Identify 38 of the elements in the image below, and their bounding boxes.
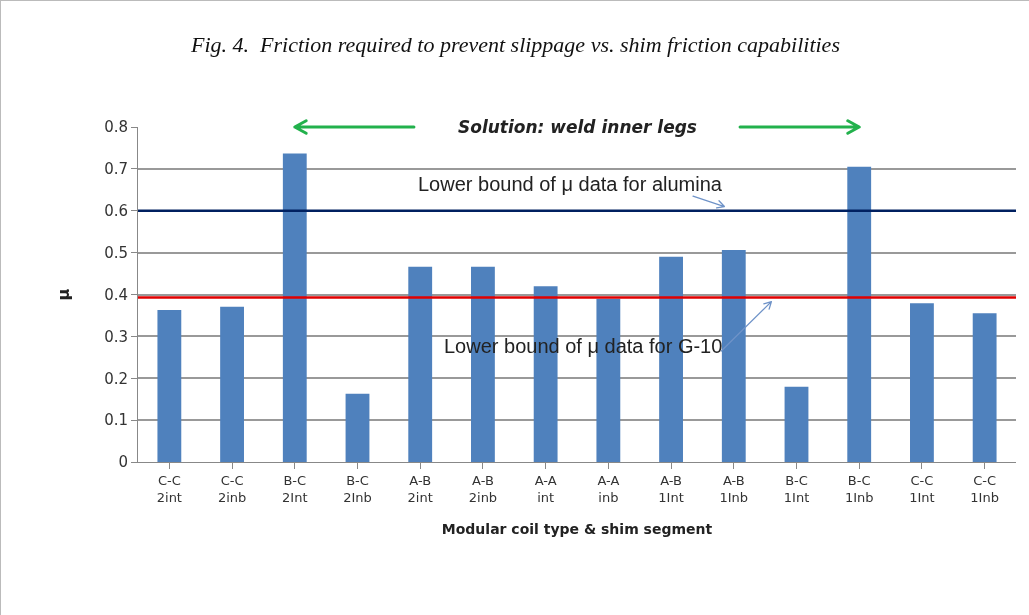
y-tick-label: 0.3 bbox=[104, 327, 128, 346]
bar bbox=[847, 166, 872, 462]
x-tick-label: C-C 1Inb bbox=[970, 472, 999, 505]
x-tick-label: A-B 1Inb bbox=[719, 472, 749, 505]
y-tick-label: 0.2 bbox=[104, 369, 128, 388]
chart-title: Fig. 4. Friction required to prevent slippage vs. shim friction capabilities bbox=[190, 31, 840, 57]
y-tick-label: 0.1 bbox=[104, 411, 128, 430]
y-axis-title: μ bbox=[54, 288, 74, 301]
x-tick-label: C-C 1Int bbox=[909, 472, 935, 505]
bar bbox=[282, 153, 307, 462]
x-tick-label: A-B 2int bbox=[407, 472, 433, 505]
bar bbox=[972, 313, 997, 462]
y-tick-label: 0.4 bbox=[104, 285, 128, 304]
bar bbox=[157, 309, 182, 462]
ref-line-label: Lower bound of μ data for alumina bbox=[418, 173, 723, 195]
x-tick-label: B-C 2Inb bbox=[343, 472, 372, 505]
x-tick-label: A-A inb bbox=[597, 472, 620, 505]
x-tick-label: B-C 2Int bbox=[282, 472, 308, 505]
x-tick-label: A-A int bbox=[534, 472, 557, 505]
y-tick-label: 0.7 bbox=[104, 160, 128, 179]
x-axis-title: Modular coil type & shim segment bbox=[441, 520, 713, 537]
x-tick-label: B-C 1Int bbox=[783, 472, 810, 505]
bar bbox=[408, 266, 433, 462]
x-tick-label: A-B 1Int bbox=[658, 472, 684, 505]
bar bbox=[345, 393, 370, 462]
bar bbox=[784, 386, 809, 462]
x-tick-label: A-B 2inb bbox=[468, 472, 498, 505]
bar bbox=[220, 306, 244, 462]
annotation: Solution: weld inner legs bbox=[458, 117, 697, 137]
x-tick-label: C-C 2inb bbox=[217, 472, 247, 505]
y-tick-label: 0.6 bbox=[104, 202, 128, 220]
y-tick-label: 0.8 bbox=[104, 118, 128, 137]
y-tick-label: 0 bbox=[118, 453, 128, 472]
y-tick-label: 0.5 bbox=[104, 243, 128, 262]
bar bbox=[721, 250, 746, 462]
x-tick-label: C-C 2int bbox=[156, 472, 182, 505]
bar bbox=[910, 303, 934, 462]
x-tick-label: B-C 1Inb bbox=[844, 472, 874, 505]
